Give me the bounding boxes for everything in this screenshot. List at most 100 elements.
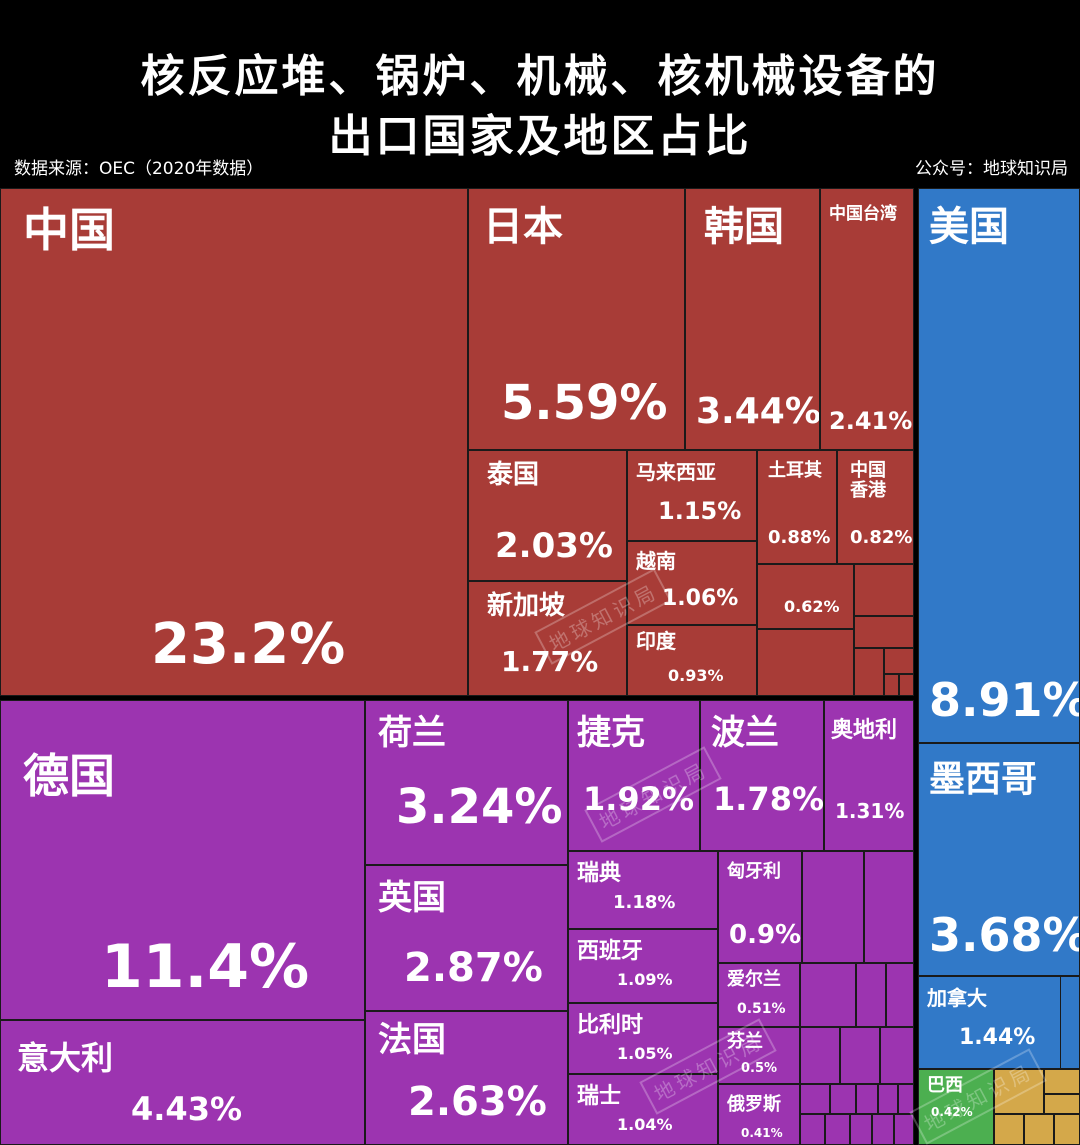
tile-value-label: 2.41% — [829, 407, 913, 435]
tile-country-label: 日本 — [483, 204, 563, 250]
treemap-tile: 捷克 1.92% — [568, 700, 700, 851]
tile-country-label: 爱尔兰 — [727, 969, 781, 990]
tile-value-label: 1.05% — [617, 1044, 673, 1063]
treemap-tile: 0.62% — [757, 564, 854, 629]
tile-value-label: 0.82% — [850, 527, 913, 548]
treemap-small-tile — [880, 1027, 914, 1084]
tile-value-label: 0.88% — [768, 527, 831, 548]
treemap-tile: 泰国 2.03% — [468, 450, 627, 581]
tile-value-label: 1.15% — [658, 497, 742, 525]
treemap-small-tile — [856, 963, 886, 1027]
treemap-tile: 中国香港 0.82% — [837, 450, 914, 564]
data-source-note: 数据来源：OEC（2020年数据） — [14, 159, 264, 179]
tile-value-label: 2.63% — [408, 1079, 547, 1125]
tile-value-label: 0.41% — [741, 1126, 783, 1140]
tile-country-label: 加拿大 — [927, 986, 987, 1010]
treemap-small-tile — [854, 564, 914, 616]
treemap-tile: 意大利 4.43% — [0, 1020, 365, 1145]
tile-value-label: 1.31% — [835, 799, 905, 823]
treemap-tile: 印度 0.93% — [627, 625, 757, 696]
tile-country-label: 瑞典 — [577, 861, 622, 886]
tile-country-label: 俄罗斯 — [727, 1094, 781, 1115]
treemap-small-tile — [840, 1027, 880, 1084]
tile-country-label: 土耳其 — [768, 460, 822, 481]
tile-value-label: 5.59% — [501, 375, 668, 431]
treemap-tile: 中国台湾 2.41% — [820, 188, 914, 450]
treemap-small-tile — [1024, 1114, 1054, 1145]
treemap-tile: 土耳其 0.88% — [757, 450, 837, 564]
tile-value-label: 3.24% — [396, 779, 563, 835]
tile-country-label: 意大利 — [17, 1039, 114, 1077]
chart-title-line-2: 出口国家及地区占比 — [328, 111, 752, 162]
treemap-small-tile — [994, 1114, 1024, 1145]
treemap-small-tile — [994, 1069, 1044, 1114]
tile-country-label: 比利时 — [577, 1013, 644, 1038]
treemap-small-tile — [1054, 1114, 1080, 1145]
tile-country-label: 马来西亚 — [636, 460, 716, 484]
treemap-small-tile — [864, 851, 914, 963]
tile-value-label: 0.5% — [741, 1061, 778, 1076]
treemap-small-tile — [800, 1114, 825, 1145]
treemap-tile: 新加坡 1.77% — [468, 581, 627, 696]
treemap-small-tile — [1044, 1069, 1080, 1094]
treemap-tile: 俄罗斯 0.41% — [718, 1084, 800, 1145]
treemap-small-tile — [872, 1114, 894, 1145]
tile-value-label: 8.91% — [929, 673, 1080, 727]
treemap-small-tile — [800, 1027, 840, 1084]
tile-value-label: 0.62% — [784, 597, 840, 616]
tile-value-label: 1.77% — [501, 645, 599, 678]
tile-country-label: 美国 — [929, 204, 1009, 250]
treemap-small-tile — [856, 1084, 878, 1114]
tile-value-label: 2.87% — [404, 945, 543, 991]
treemap-small-tile — [800, 1084, 830, 1114]
treemap-tile: 西班牙 1.09% — [568, 929, 718, 1003]
tile-country-label: 新加坡 — [487, 591, 566, 621]
tile-country-label: 中国台湾 — [829, 204, 897, 224]
treemap-tile: 马来西亚 1.15% — [627, 450, 757, 541]
treemap-tile: 波兰 1.78% — [700, 700, 824, 851]
treemap-small-tile — [894, 1114, 914, 1145]
treemap-small-tile — [802, 851, 864, 963]
treemap-chart: 中国 23.2% 日本 5.59% 韩国 3.44% 中国台湾 2.41% 泰国 2.03% 新加坡… — [0, 188, 1080, 1145]
tile-country-label: 巴西 — [927, 1075, 963, 1096]
treemap-tile: 越南 1.06% — [627, 541, 757, 625]
tile-country-label: 韩国 — [704, 204, 784, 250]
tile-country-label: 印度 — [636, 629, 676, 653]
tile-value-label: 3.68% — [929, 908, 1080, 962]
tile-value-label: 0.93% — [668, 666, 724, 685]
tile-value-label: 1.18% — [613, 892, 676, 913]
tile-country-label: 中国 — [23, 203, 115, 257]
tile-value-label: 0.51% — [737, 1001, 786, 1017]
tile-country-label: 西班牙 — [577, 939, 644, 964]
tile-country-label: 奥地利 — [831, 718, 898, 743]
tile-value-label: 23.2% — [151, 612, 346, 677]
tile-country-label: 匈牙利 — [727, 861, 781, 882]
tile-country-label: 法国 — [378, 1020, 446, 1060]
treemap-tile: 墨西哥 3.68% — [918, 743, 1080, 976]
treemap-tile: 瑞士 1.04% — [568, 1074, 718, 1145]
treemap-small-tile — [850, 1114, 872, 1145]
treemap-tile: 匈牙利 0.9% — [718, 851, 802, 963]
treemap-tile: 荷兰 3.24% — [365, 700, 568, 865]
treemap-tile: 法国 2.63% — [365, 1011, 568, 1145]
tile-country-label: 墨西哥 — [929, 759, 1038, 800]
treemap-small-tile — [825, 1114, 850, 1145]
tile-value-label: 1.04% — [617, 1115, 673, 1134]
treemap-tile: 日本 5.59% — [468, 188, 685, 450]
treemap-tile: 美国 8.91% — [918, 188, 1080, 743]
tile-value-label: 1.92% — [583, 780, 695, 818]
tile-country-label: 芬兰 — [727, 1031, 763, 1052]
tile-country-label: 捷克 — [577, 713, 645, 753]
treemap-small-tile — [1044, 1094, 1080, 1114]
tile-value-label: 1.06% — [662, 586, 739, 611]
treemap-small-tile — [854, 616, 914, 648]
tile-country-label: 瑞士 — [577, 1084, 622, 1109]
treemap-small-tile — [854, 648, 884, 696]
treemap-tile: 韩国 3.44% — [685, 188, 820, 450]
treemap-small-tile — [886, 963, 914, 1027]
tile-value-label: 0.9% — [729, 920, 802, 950]
treemap-tile: 中国 23.2% — [0, 188, 468, 696]
treemap-small-tile — [1060, 976, 1080, 1069]
treemap-tile: 芬兰 0.5% — [718, 1027, 800, 1084]
tile-value-label: 4.43% — [131, 1090, 243, 1128]
